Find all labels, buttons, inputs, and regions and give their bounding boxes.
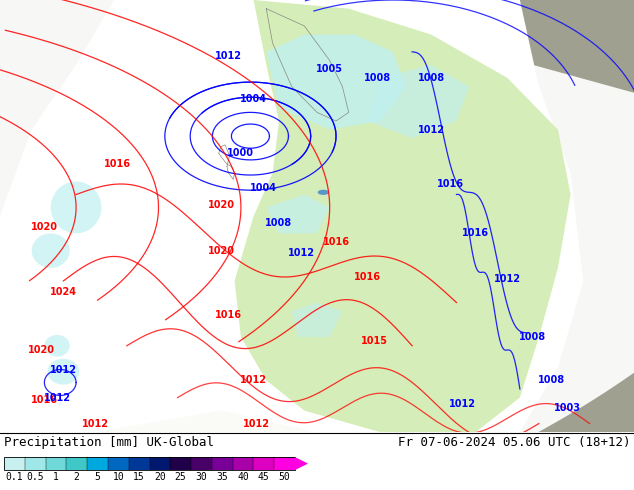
Text: 1016: 1016: [31, 395, 58, 405]
Text: 1020: 1020: [209, 245, 235, 256]
Text: 1020: 1020: [209, 200, 235, 210]
Bar: [67, 457, 87, 470]
Text: 1012: 1012: [50, 365, 77, 374]
Text: 1016: 1016: [437, 179, 463, 189]
Polygon shape: [44, 335, 70, 357]
Polygon shape: [0, 411, 634, 475]
Text: 1012: 1012: [82, 418, 108, 429]
Bar: [25, 457, 46, 470]
Text: 1012: 1012: [418, 124, 444, 135]
Bar: [275, 457, 295, 470]
Polygon shape: [48, 359, 79, 385]
Text: 1008: 1008: [418, 73, 444, 83]
Text: 1012: 1012: [450, 399, 476, 409]
Text: 1008: 1008: [266, 218, 292, 227]
Text: 10: 10: [112, 472, 124, 482]
Polygon shape: [0, 0, 114, 432]
Bar: [254, 457, 275, 470]
Text: 1005: 1005: [316, 64, 343, 74]
Bar: [129, 457, 150, 470]
Polygon shape: [295, 457, 308, 470]
Text: 1015: 1015: [361, 337, 387, 346]
Text: 40: 40: [237, 472, 249, 482]
Text: 1004: 1004: [240, 95, 267, 104]
Text: 1012: 1012: [44, 392, 70, 403]
Polygon shape: [520, 0, 634, 432]
Text: 1016: 1016: [215, 311, 242, 320]
Text: 2: 2: [74, 472, 80, 482]
Text: 1012: 1012: [288, 248, 314, 258]
Text: 1024: 1024: [50, 287, 77, 297]
Bar: [191, 457, 212, 470]
Text: 1012: 1012: [494, 274, 521, 284]
Text: 1000: 1000: [228, 148, 254, 158]
Text: 0.1: 0.1: [6, 472, 23, 482]
Polygon shape: [368, 65, 469, 138]
Bar: [4, 457, 295, 470]
Bar: [46, 457, 67, 470]
Polygon shape: [266, 35, 406, 130]
Text: 1003: 1003: [554, 403, 581, 414]
Text: 5: 5: [94, 472, 100, 482]
Text: 1008: 1008: [364, 73, 391, 83]
Text: 15: 15: [133, 472, 145, 482]
Polygon shape: [266, 195, 330, 233]
Text: 20: 20: [154, 472, 165, 482]
Text: 1012: 1012: [243, 418, 270, 429]
Text: 1016: 1016: [323, 237, 349, 247]
Ellipse shape: [318, 190, 329, 195]
Text: 50: 50: [279, 472, 290, 482]
Text: 1016: 1016: [462, 228, 489, 238]
Text: 0.5: 0.5: [27, 472, 44, 482]
Text: 1004: 1004: [250, 183, 276, 193]
Text: 45: 45: [258, 472, 269, 482]
Polygon shape: [51, 181, 101, 233]
Text: 1: 1: [53, 472, 59, 482]
Text: 1016: 1016: [104, 159, 131, 169]
Text: 1008: 1008: [538, 375, 565, 385]
Text: 1016: 1016: [354, 271, 381, 282]
Text: 1020: 1020: [31, 222, 58, 232]
Polygon shape: [292, 302, 342, 337]
Text: 1008: 1008: [519, 332, 546, 342]
Text: 1020: 1020: [28, 345, 55, 355]
Text: 35: 35: [216, 472, 228, 482]
Text: 30: 30: [196, 472, 207, 482]
Text: 1012: 1012: [215, 51, 242, 61]
Text: Fr 07-06-2024 05.06 UTC (18+12): Fr 07-06-2024 05.06 UTC (18+12): [398, 436, 630, 449]
Bar: [150, 457, 171, 470]
Bar: [212, 457, 233, 470]
Polygon shape: [32, 233, 70, 268]
Text: Precipitation [mm] UK-Global: Precipitation [mm] UK-Global: [4, 436, 214, 449]
Bar: [4, 457, 25, 470]
Bar: [87, 457, 108, 470]
Bar: [171, 457, 191, 470]
Polygon shape: [235, 0, 571, 432]
Text: 25: 25: [175, 472, 186, 482]
Bar: [108, 457, 129, 470]
Text: 1012: 1012: [240, 375, 267, 385]
Bar: [233, 457, 254, 470]
